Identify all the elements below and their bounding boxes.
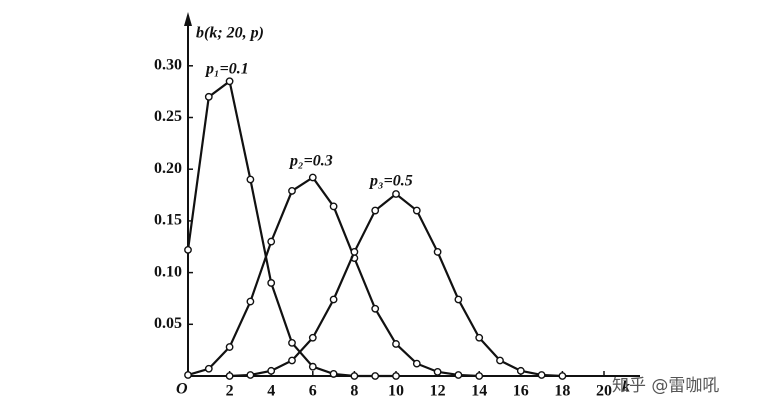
data-point <box>412 359 421 368</box>
x-tick-label: 16 <box>513 383 529 400</box>
data-point <box>267 237 276 246</box>
x-axis-label: k <box>622 379 630 396</box>
data-point <box>412 206 421 215</box>
x-tick-label: 10 <box>388 383 404 400</box>
data-point <box>288 187 296 195</box>
data-point <box>371 304 380 313</box>
y-tick-label: 0.10 <box>154 263 182 280</box>
data-point <box>454 371 463 379</box>
data-point <box>246 175 255 184</box>
data-point <box>246 297 255 306</box>
data-point <box>329 202 338 211</box>
data-point <box>433 367 442 376</box>
y-tick-label: 0.05 <box>154 315 182 332</box>
data-point <box>204 364 213 373</box>
data-point <box>329 370 338 378</box>
data-point <box>308 362 317 371</box>
x-tick-label: 8 <box>350 383 358 400</box>
data-point <box>308 333 317 342</box>
data-point <box>433 248 442 256</box>
data-point <box>204 92 213 101</box>
data-point <box>392 372 400 380</box>
y-tick-label: 0.20 <box>154 160 182 177</box>
data-point <box>371 206 380 215</box>
x-tick-label: 14 <box>471 383 487 400</box>
data-point <box>267 279 276 287</box>
data-point <box>371 372 380 380</box>
y-axis-arrow <box>184 12 192 26</box>
data-point <box>184 371 192 379</box>
data-point <box>537 371 546 379</box>
x-tick-label: 2 <box>226 383 234 400</box>
origin-label: O <box>176 381 188 398</box>
y-axis-label: b(k; 20, p) <box>196 25 264 42</box>
x-tick-label: 4 <box>267 383 275 400</box>
watermark: 知乎 @雷咖吼 <box>612 376 719 396</box>
data-point <box>392 340 400 348</box>
series-label: p₂=0.3 <box>288 153 333 170</box>
x-tick-label: 12 <box>430 383 446 400</box>
data-point <box>475 333 484 342</box>
x-tick-label: 20 <box>596 383 612 400</box>
data-point <box>475 372 484 380</box>
data-point <box>225 77 234 86</box>
data-point <box>225 343 234 351</box>
y-tick-label: 0.30 <box>154 56 182 73</box>
data-point <box>329 295 338 304</box>
data-point <box>454 295 463 304</box>
data-point <box>308 173 317 182</box>
y-tick-label: 0.25 <box>154 108 182 125</box>
data-point <box>184 245 192 254</box>
data-point <box>350 372 359 380</box>
data-point <box>496 356 504 365</box>
data-point <box>225 372 234 380</box>
x-tick-label: 6 <box>309 383 317 400</box>
y-tick-label: 0.15 <box>154 212 182 229</box>
data-point <box>288 339 296 347</box>
data-point <box>288 356 296 365</box>
data-point <box>350 248 359 256</box>
series-label: p₃=0.5 <box>368 173 413 190</box>
series-line <box>186 79 396 378</box>
series-label: p₁=0.1 <box>204 61 249 78</box>
data-point <box>516 366 525 375</box>
data-point <box>392 190 400 198</box>
data-point <box>558 372 567 380</box>
data-point <box>267 366 276 375</box>
x-tick-label: 18 <box>554 383 570 400</box>
data-point <box>246 371 255 379</box>
